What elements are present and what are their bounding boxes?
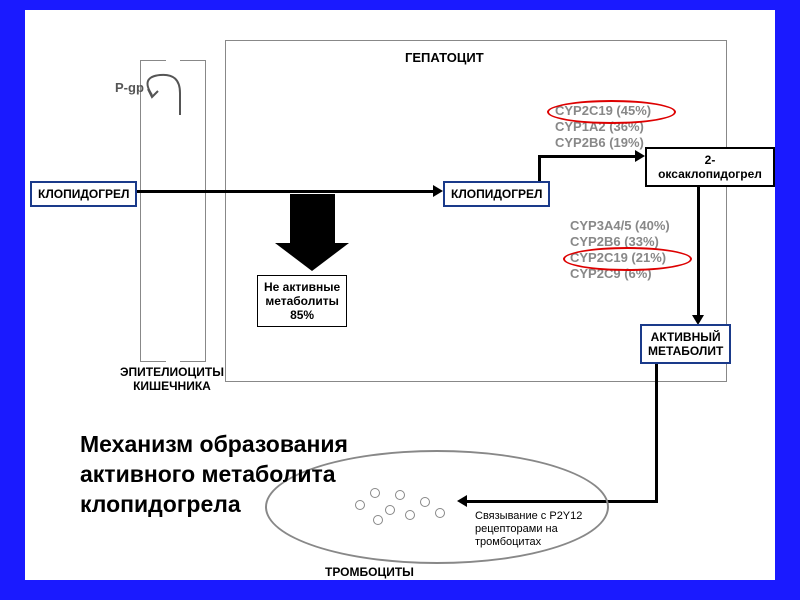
receptor-dot xyxy=(435,508,445,518)
slide-root: ГЕПАТОЦИТ ЭПИТЕЛИОЦИТЫ КИШЕЧНИКА P-gp CY… xyxy=(0,0,800,600)
arrow-platelet-v xyxy=(655,360,658,500)
platelets-label: ТРОМБОЦИТЫ xyxy=(325,565,414,579)
receptor-dot xyxy=(355,500,365,510)
receptor-dot xyxy=(385,505,395,515)
receptor-dot xyxy=(405,510,415,520)
hepatocyte-label: ГЕПАТОЦИТ xyxy=(405,50,484,65)
inactive-big-arrow xyxy=(290,194,335,249)
arrow-step2-v xyxy=(697,172,700,317)
active-box: АКТИВНЫЙ МЕТАБОЛИТ xyxy=(640,324,731,364)
pgp-label: P-gp xyxy=(115,80,144,95)
cyp-step1-2: CYP2B6 (19%) xyxy=(555,135,644,150)
cyp-step2-0: CYP3A4/5 (40%) xyxy=(570,218,670,233)
arrow-step1-h xyxy=(538,155,638,158)
arrow-step1-head xyxy=(635,150,645,162)
pgp-arrow-icon xyxy=(140,65,210,125)
epithelium-label: ЭПИТЕЛИОЦИТЫ КИШЕЧНИКА xyxy=(120,365,224,393)
receptor-dot xyxy=(373,515,383,525)
clopidogrel-box-1: КЛОПИДОГРЕЛ xyxy=(30,181,137,207)
receptor-dot xyxy=(395,490,405,500)
receptor-dot xyxy=(370,488,380,498)
arrow-main-head xyxy=(433,185,443,197)
binding-label: Связывание с P2Y12 рецепторами на тромбо… xyxy=(475,510,582,550)
highlight-step1 xyxy=(547,100,676,124)
main-title: Механизм образования активного метаболит… xyxy=(80,430,348,520)
clopidogrel-box-2: КЛОПИДОГРЕЛ xyxy=(443,181,550,207)
inactive-box: Не активные метаболиты 85% xyxy=(257,275,347,327)
arrow-main xyxy=(125,190,435,193)
diagram-canvas: ГЕПАТОЦИТ ЭПИТЕЛИОЦИТЫ КИШЕЧНИКА P-gp CY… xyxy=(25,10,775,580)
receptor-dot xyxy=(420,497,430,507)
highlight-step2 xyxy=(563,247,692,271)
oxo-box: 2-оксаклопидогрел xyxy=(645,147,775,187)
